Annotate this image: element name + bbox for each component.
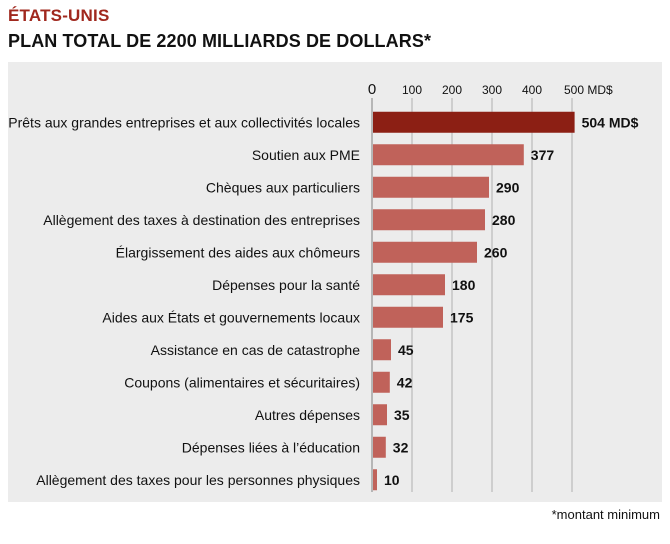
x-tick-label: 0 [368, 81, 376, 98]
bar [373, 306, 443, 328]
bar [373, 404, 387, 426]
chart-panel [8, 62, 662, 502]
chart-title: PLAN TOTAL DE 2200 MILLIARDS DE DOLLARS* [8, 31, 432, 51]
data-label: 504 MD$ [582, 114, 639, 130]
data-label: 377 [531, 147, 555, 163]
data-label: 32 [393, 439, 409, 455]
category-label: Allègement des taxes pour les personnes … [36, 472, 360, 488]
x-tick-label: 400 [522, 83, 542, 97]
data-label: 280 [492, 212, 516, 228]
data-label: 180 [452, 277, 476, 293]
x-tick-label: 200 [442, 83, 462, 97]
bar [373, 436, 386, 458]
category-label: Chèques aux particuliers [206, 179, 360, 195]
category-label: Prêts aux grandes entreprises et aux col… [8, 114, 360, 130]
bar [373, 209, 485, 231]
category-label: Dépenses liées à l’éducation [182, 439, 360, 455]
bar [373, 176, 489, 198]
chart-kicker: ÉTATS-UNIS [8, 6, 110, 25]
category-label: Soutien aux PME [252, 147, 360, 163]
data-label: 10 [384, 472, 400, 488]
bar [373, 469, 377, 491]
data-label: 290 [496, 179, 520, 195]
bar [373, 274, 445, 296]
data-label: 35 [394, 407, 410, 423]
category-label: Autres dépenses [255, 407, 360, 423]
category-label: Allègement des taxes à destination des e… [43, 212, 360, 228]
bar [373, 371, 390, 393]
category-label: Aides aux États et gouvernements locaux [102, 309, 360, 325]
category-label: Coupons (alimentaires et sécuritaires) [124, 374, 360, 390]
category-label: Dépenses pour la santé [212, 277, 360, 293]
x-tick-label: 100 [402, 83, 422, 97]
data-label: 45 [398, 342, 414, 358]
x-tick-label: 500 MD$ [564, 83, 613, 97]
data-label: 175 [450, 309, 474, 325]
bar [373, 241, 477, 263]
footnote: *montant minimum [551, 507, 660, 522]
x-tick-label: 300 [482, 83, 502, 97]
category-label: Élargissement des aides aux chômeurs [116, 244, 360, 260]
data-label: 260 [484, 244, 508, 260]
bar [373, 111, 575, 133]
data-label: 42 [397, 374, 413, 390]
bar [373, 339, 391, 361]
bar [373, 144, 524, 166]
category-label: Assistance en cas de catastrophe [151, 342, 361, 358]
